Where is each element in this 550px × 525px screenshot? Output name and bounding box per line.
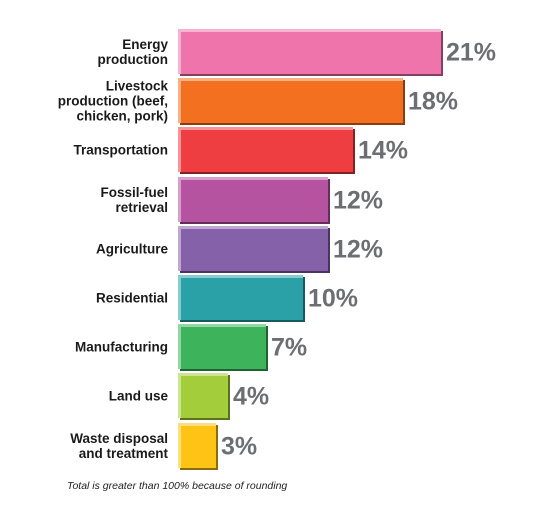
bar-agriculture	[178, 226, 330, 273]
category-label-line: Land use	[109, 389, 169, 404]
bar-fill	[178, 127, 353, 172]
bar-highlight-top	[178, 423, 216, 426]
bar-highlight-left	[178, 226, 181, 271]
value-labels: 21% 18%14% 12% 12% 10%7%4% 3%	[221, 39, 496, 461]
bars-layer	[178, 29, 443, 470]
value-label-manufacturing: 7%	[271, 334, 307, 362]
bar-fill	[178, 423, 216, 468]
category-label-line: Transportation	[73, 143, 168, 158]
bar-highlight-top	[178, 275, 303, 278]
value-label-residential: 10%	[308, 285, 358, 313]
category-label-residential: Residential	[96, 291, 168, 306]
bar-fill	[178, 373, 228, 418]
bar-highlight-top	[178, 29, 441, 32]
value-label-land-use: 4%	[233, 383, 269, 411]
value-label-livestock-production-beef-chicken-pork: 18%	[408, 88, 458, 116]
category-label-line: and treatment	[79, 446, 169, 461]
category-label-energy-production: Energy production	[98, 37, 169, 67]
bar-highlight-top	[178, 78, 403, 81]
bar-highlight-left	[178, 29, 181, 74]
bar-fill	[178, 177, 328, 222]
bar-highlight-left	[178, 324, 181, 369]
bar-energy-production	[178, 29, 443, 76]
bar-highlight-left	[178, 127, 181, 172]
category-label-line: Manufacturing	[75, 340, 168, 355]
category-labels: Energy production Livestock production (bee…	[58, 37, 169, 461]
category-label-line: chicken, pork)	[76, 109, 168, 124]
category-label-agriculture: Agriculture	[96, 242, 169, 257]
bar-highlight-left	[178, 275, 181, 320]
value-label-agriculture: 12%	[333, 236, 383, 264]
bar-livestock-production-beef-chicken-pork	[178, 78, 405, 125]
category-label-livestock-production-beef-chicken-pork: Livestock production (beef, chicken, pork)	[58, 79, 169, 124]
bar-waste-disposal-and-treatment	[178, 423, 218, 470]
category-label-line: Residential	[96, 291, 168, 306]
bar-highlight-left	[178, 177, 181, 222]
bar-highlight-top	[178, 127, 353, 130]
category-label-transportation: Transportation	[73, 143, 168, 158]
category-label-line: Livestock	[106, 79, 169, 94]
bar-fill	[178, 78, 403, 123]
bar-fill	[178, 275, 303, 320]
category-label-fossil-fuel-retrieval: Fossil-fuel retrieval	[100, 185, 168, 215]
bar-land-use	[178, 373, 230, 420]
bar-highlight-left	[178, 78, 181, 123]
value-label-energy-production: 21%	[446, 39, 496, 67]
category-label-line: Agriculture	[96, 242, 169, 257]
bar-highlight-left	[178, 373, 181, 418]
value-label-fossil-fuel-retrieval: 12%	[333, 187, 383, 215]
bar-highlight-top	[178, 373, 228, 376]
bar-highlight-top	[178, 226, 328, 229]
bar-transportation	[178, 127, 355, 174]
category-label-line: Energy	[122, 37, 168, 52]
category-label-line: retrieval	[115, 200, 168, 215]
category-label-line: Waste disposal	[70, 431, 168, 446]
bar-highlight-top	[178, 324, 266, 327]
bar-manufacturing	[178, 324, 268, 371]
bar-fill	[178, 226, 328, 271]
bar-fill	[178, 324, 266, 369]
category-label-land-use: Land use	[109, 389, 169, 404]
bar-highlight-left	[178, 423, 181, 468]
value-label-transportation: 14%	[358, 137, 408, 165]
bar-fill	[178, 29, 441, 74]
category-label-manufacturing: Manufacturing	[75, 340, 168, 355]
bar-highlight-top	[178, 177, 328, 180]
category-label-line: production	[98, 52, 169, 67]
footnote: Total is greater than 100% because of ro…	[67, 480, 288, 492]
bar-fossil-fuel-retrieval	[178, 177, 330, 224]
category-label-line: Fossil-fuel	[100, 185, 168, 200]
category-label-line: production (beef,	[58, 94, 168, 109]
bar-residential	[178, 275, 305, 322]
value-label-waste-disposal-and-treatment: 3%	[221, 433, 257, 461]
category-label-waste-disposal-and-treatment: Waste disposal and treatment	[70, 431, 168, 461]
